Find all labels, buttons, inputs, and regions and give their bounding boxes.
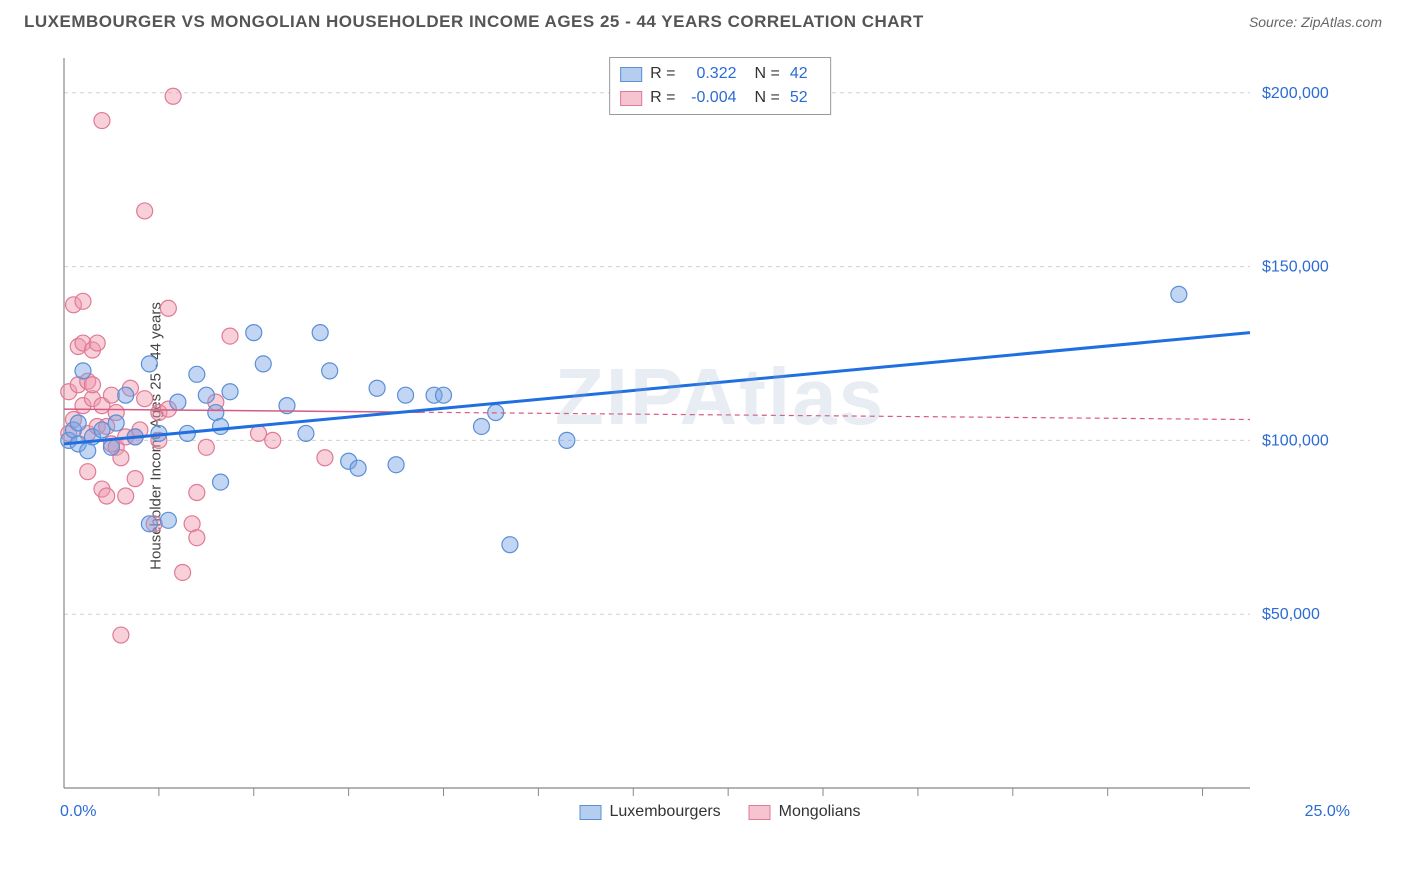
stats-legend-box: R = 0.322 N = 42 R = -0.004 N = 52 <box>609 57 831 115</box>
x-tick-min: 0.0% <box>60 803 96 821</box>
stats-row-1: R = 0.322 N = 42 <box>620 62 820 86</box>
legend-label-2: Mongolians <box>779 803 861 821</box>
legend-item-1: Luxembourgers <box>580 803 721 821</box>
bottom-legend: Luxembourgers Mongolians <box>580 803 861 821</box>
n-label-2: N = <box>755 86 780 110</box>
series2-r-value: -0.004 <box>682 86 737 110</box>
svg-text:$100,000: $100,000 <box>1262 432 1329 449</box>
scatter-plot: $50,000 $100,000 $150,000 $200,000 <box>60 48 1350 823</box>
r-label: R = <box>650 62 675 86</box>
stats-row-2: R = -0.004 N = 52 <box>620 86 820 110</box>
series2-n-value: 52 <box>790 86 820 110</box>
chart-title: LUXEMBOURGER VS MONGOLIAN HOUSEHOLDER IN… <box>24 12 924 32</box>
r-label-2: R = <box>650 86 675 110</box>
svg-text:$50,000: $50,000 <box>1262 606 1320 623</box>
series1-swatch <box>620 67 642 82</box>
series1-n-value: 42 <box>790 62 820 86</box>
legend-label-1: Luxembourgers <box>610 803 721 821</box>
series1-r-value: 0.322 <box>682 62 737 86</box>
x-tick-max: 25.0% <box>1305 803 1350 821</box>
svg-text:$150,000: $150,000 <box>1262 259 1329 276</box>
legend-swatch-1 <box>580 805 602 820</box>
legend-swatch-2 <box>749 805 771 820</box>
svg-text:$200,000: $200,000 <box>1262 85 1329 102</box>
legend-item-2: Mongolians <box>749 803 861 821</box>
chart-container: Householder Income Ages 25 - 44 years $5… <box>60 48 1380 823</box>
series2-swatch <box>620 91 642 106</box>
n-label: N = <box>755 62 780 86</box>
source-label: Source: ZipAtlas.com <box>1249 14 1382 30</box>
